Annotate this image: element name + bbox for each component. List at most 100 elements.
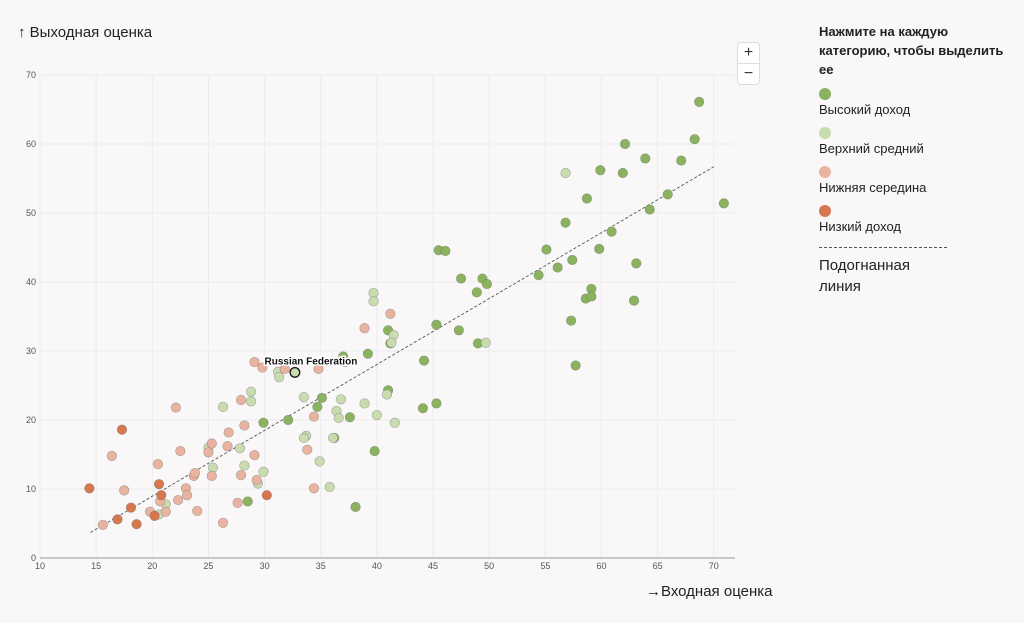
- legend-fitted-line[interactable]: Подогнанная линия: [819, 257, 911, 295]
- data-point: [106, 450, 117, 461]
- x-tick-label: 70: [709, 561, 719, 571]
- data-point: [261, 490, 272, 501]
- data-point: [327, 432, 339, 444]
- data-point: [242, 496, 253, 507]
- y-tick-label: 20: [26, 415, 36, 425]
- data-point: [362, 348, 374, 359]
- fit-line: [90, 166, 714, 533]
- x-tick-label: 35: [316, 561, 326, 571]
- data-point: [97, 519, 108, 530]
- zoom-control: + −: [737, 42, 760, 85]
- annotation-label: Russian Federation: [265, 356, 358, 367]
- legend-dot-low-income: [819, 205, 831, 217]
- data-point: [567, 254, 578, 266]
- data-point: [308, 483, 320, 494]
- data-point: [246, 396, 257, 407]
- data-point: [350, 501, 361, 513]
- data-point: [313, 363, 324, 375]
- data-point: [222, 441, 233, 452]
- data-point: [279, 363, 290, 375]
- data-point: [182, 490, 193, 501]
- data-point: [249, 356, 260, 368]
- zoom-in-button[interactable]: +: [743, 44, 754, 61]
- data-point: [631, 258, 642, 269]
- data-point: [581, 193, 592, 204]
- data-point: [440, 245, 451, 257]
- data-point: [239, 460, 250, 471]
- legend-item-lower-middle[interactable]: Нижняя середина: [819, 166, 1019, 196]
- data-point: [595, 165, 606, 176]
- data-point: [149, 510, 160, 522]
- data-point: [628, 295, 640, 306]
- data-point: [369, 445, 380, 457]
- x-tick-label: 10: [35, 561, 45, 571]
- data-point: [239, 420, 250, 431]
- data-point: [203, 447, 214, 458]
- legend: Нажмите на каждую категорию, чтобы выдел…: [819, 22, 1019, 297]
- data-point: [456, 273, 467, 284]
- data-point: [480, 337, 491, 348]
- legend-item-low-income[interactable]: Низкий доход: [819, 205, 1019, 235]
- data-point: [368, 296, 379, 307]
- data-point: [160, 506, 171, 517]
- data-point: [173, 494, 184, 506]
- data-point: [689, 134, 700, 145]
- y-tick-label: 40: [26, 277, 36, 287]
- data-point: [189, 468, 201, 479]
- legend-title: Нажмите на каждую категорию, чтобы выдел…: [819, 24, 1004, 77]
- data-point: [594, 243, 605, 254]
- data-point: [533, 270, 544, 281]
- data-point: [694, 96, 705, 108]
- x-tick-label: 25: [203, 561, 213, 571]
- data-point: [175, 445, 186, 457]
- data-point: [359, 323, 370, 334]
- data-point: [333, 412, 344, 424]
- data-point: [586, 291, 597, 302]
- data-point: [417, 403, 429, 414]
- annotation: Russian Federation: [263, 355, 359, 378]
- data-point: [84, 483, 95, 494]
- data-point: [235, 394, 247, 406]
- x-axis-title: →Входная оценка: [646, 583, 773, 600]
- y-tick-label: 60: [26, 139, 36, 149]
- data-point: [617, 167, 628, 179]
- legend-item-high-income[interactable]: Высокий доход: [819, 88, 1019, 118]
- legend-dot-lower-middle: [819, 166, 831, 178]
- data-point: [335, 394, 347, 405]
- data-point: [258, 466, 269, 477]
- data-point: [312, 401, 323, 412]
- legend-label: Низкий доход: [819, 219, 901, 234]
- data-point: [302, 444, 313, 455]
- data-point: [234, 443, 245, 454]
- data-point: [257, 362, 268, 373]
- data-point: [314, 456, 325, 467]
- y-tick-label: 70: [26, 70, 36, 80]
- data-point: [560, 217, 571, 228]
- x-tick-label: 50: [484, 561, 494, 571]
- data-point: [552, 262, 563, 273]
- data-point: [560, 167, 571, 179]
- grid: [39, 74, 735, 559]
- data-point: [381, 389, 393, 400]
- x-tick-label: 65: [653, 561, 663, 571]
- data-point: [223, 427, 234, 438]
- data-point: [386, 337, 397, 348]
- data-point: [119, 485, 130, 496]
- data-point: [152, 459, 164, 470]
- data-point: [453, 325, 464, 336]
- data-point: [251, 474, 262, 486]
- data-point: [570, 360, 581, 371]
- x-tick-label: 60: [596, 561, 606, 571]
- data-point: [344, 412, 356, 423]
- legend-dot-high-income: [819, 88, 831, 100]
- data-point: [206, 470, 217, 481]
- data-point: [640, 153, 651, 164]
- data-point: [153, 479, 165, 490]
- legend-item-upper-middle[interactable]: Верхний средний: [819, 127, 1019, 157]
- y-tick-label: 30: [26, 346, 36, 356]
- x-tick-label: 45: [428, 561, 438, 571]
- zoom-out-button[interactable]: −: [738, 63, 759, 84]
- x-tick-label: 40: [372, 561, 382, 571]
